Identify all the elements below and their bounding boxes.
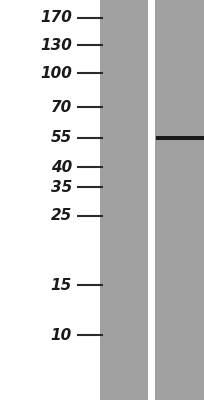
Text: 35: 35 xyxy=(51,180,72,194)
Text: 70: 70 xyxy=(51,100,72,114)
Text: 100: 100 xyxy=(40,66,72,80)
Text: 55: 55 xyxy=(51,130,72,146)
Text: 10: 10 xyxy=(51,328,72,342)
Bar xyxy=(155,0,204,400)
Text: 15: 15 xyxy=(51,278,72,292)
Bar xyxy=(156,136,204,140)
Text: 25: 25 xyxy=(51,208,72,224)
Bar xyxy=(148,0,155,400)
Text: 130: 130 xyxy=(40,38,72,52)
Bar xyxy=(100,0,148,400)
Text: 170: 170 xyxy=(40,10,72,26)
Text: 40: 40 xyxy=(51,160,72,174)
